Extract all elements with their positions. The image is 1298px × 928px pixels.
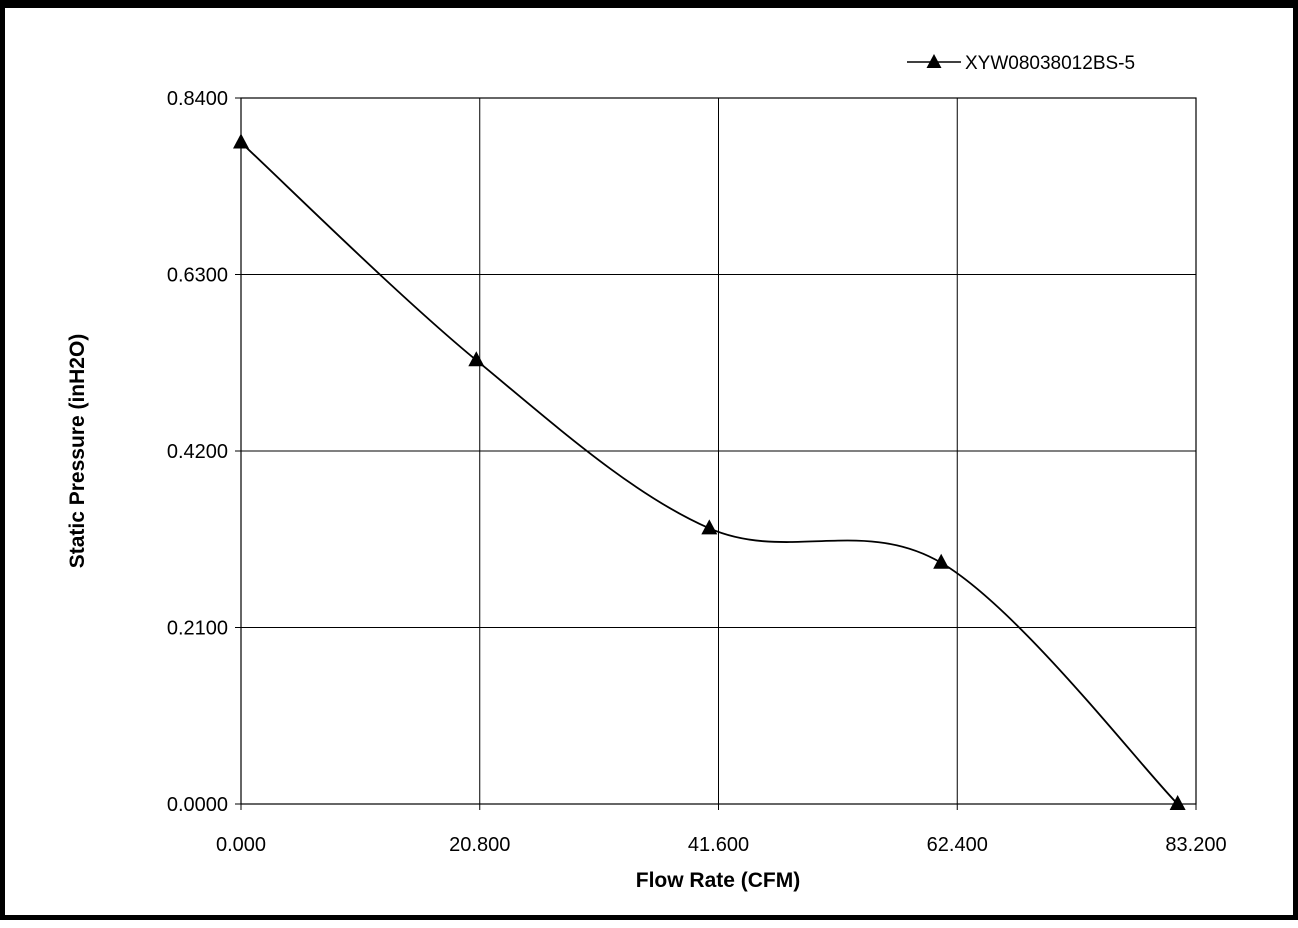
- x-tick-label: 0.000: [216, 834, 266, 856]
- legend: XYW08038012BS-5: [907, 53, 1135, 74]
- x-tick-label: 20.800: [449, 834, 510, 856]
- x-axis-title: Flow Rate (CFM): [636, 869, 800, 892]
- x-tick-label: 41.600: [688, 834, 749, 856]
- x-tick-label: 62.400: [927, 834, 988, 856]
- series-layer: [233, 133, 1186, 810]
- flow-pressure-chart: 0.000 20.800 41.600 62.400 83.200 0.0000 0.210…: [66, 53, 1227, 892]
- y-axis-title: Static Pressure (inH2O): [66, 334, 89, 569]
- y-tick-label: 0.4200: [167, 441, 228, 463]
- data-point-triangle-marker: [1169, 795, 1186, 810]
- data-point-triangle-marker: [233, 133, 249, 149]
- data-point-triangle-marker: [701, 519, 718, 535]
- legend-triangle-marker-icon: [926, 54, 942, 68]
- tick-labels: 0.000 20.800 41.600 62.400 83.200 0.0000 0.210…: [167, 88, 1227, 856]
- legend-series-label: XYW08038012BS-5: [965, 53, 1135, 74]
- y-tick-label: 0.0000: [167, 794, 228, 816]
- data-point-triangle-marker: [468, 351, 485, 367]
- series-line: [240, 141, 1179, 805]
- grid-lines: [240, 97, 1197, 805]
- y-tick-label: 0.8400: [167, 88, 228, 110]
- y-tick-label: 0.2100: [167, 618, 228, 640]
- x-tick-label: 83.200: [1165, 834, 1226, 856]
- y-tick-label: 0.6300: [167, 265, 228, 287]
- data-point-triangle-marker: [933, 553, 950, 569]
